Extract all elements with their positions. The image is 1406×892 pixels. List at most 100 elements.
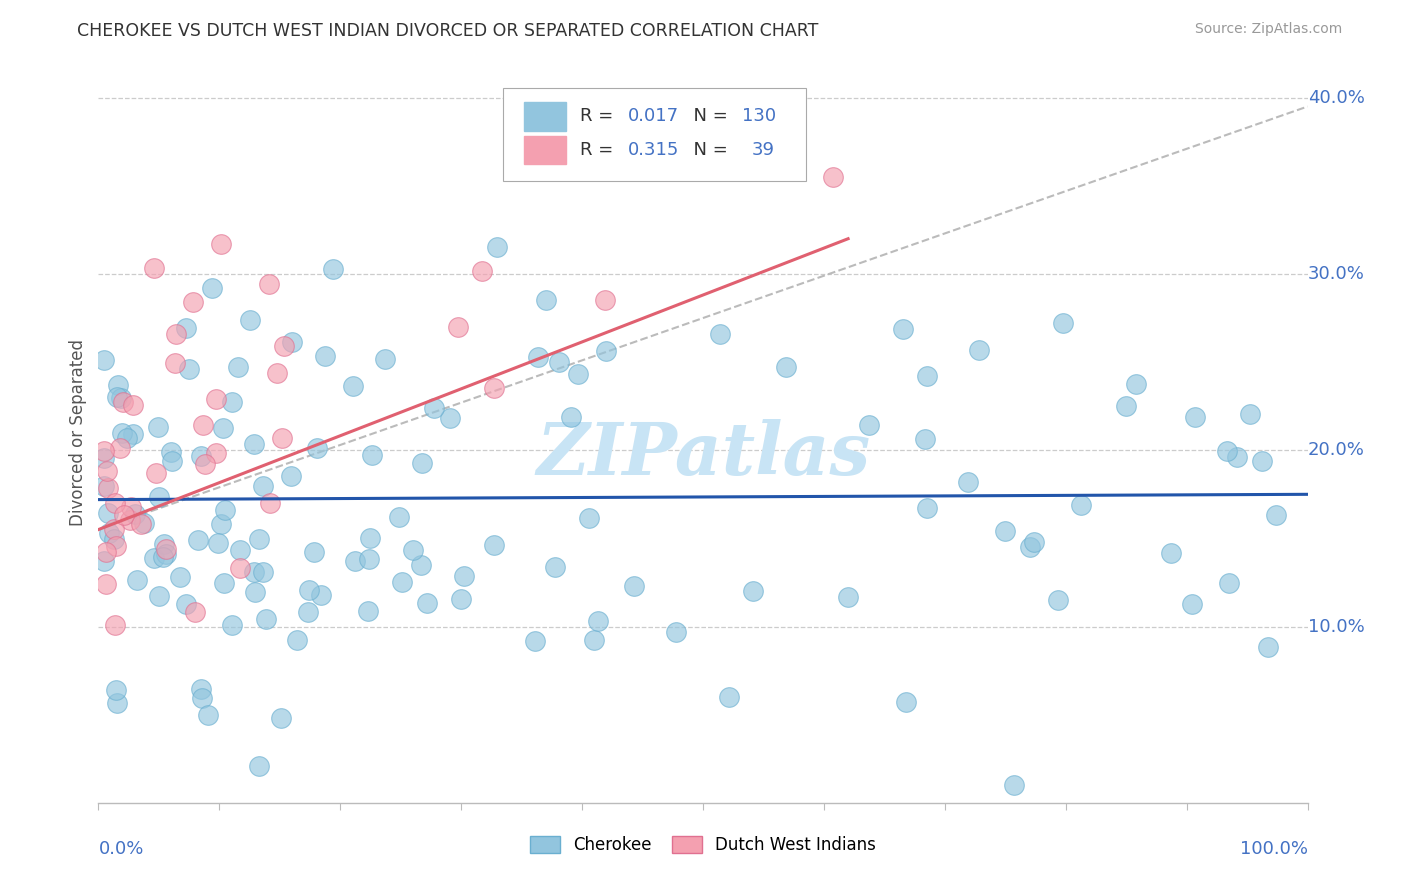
Point	[93, 352, 115, 367]
Text: ZIPatlas: ZIPatlas	[536, 419, 870, 491]
Text: 40.0%: 40.0%	[1308, 88, 1364, 107]
Text: N =: N =	[682, 141, 734, 159]
Text: 130: 130	[742, 108, 776, 126]
Text: R =: R =	[579, 141, 619, 159]
Point	[273, 339, 295, 353]
Point	[165, 327, 187, 342]
Point	[821, 170, 844, 185]
Point	[105, 696, 128, 710]
Point	[239, 313, 262, 327]
Legend: Cherokee, Dutch West Indians: Cherokee, Dutch West Indians	[530, 836, 876, 854]
Point	[361, 448, 384, 462]
Point	[93, 478, 115, 492]
Point	[304, 544, 326, 558]
Point	[1250, 453, 1272, 467]
Point	[297, 582, 319, 597]
Point	[956, 475, 979, 489]
Point	[190, 681, 212, 696]
Point	[187, 533, 209, 548]
Y-axis label: Divorced or Separated: Divorced or Separated	[69, 339, 87, 526]
Point	[118, 513, 141, 527]
Text: Source: ZipAtlas.com: Source: ZipAtlas.com	[1195, 22, 1343, 37]
Point	[181, 295, 204, 310]
Point	[179, 362, 201, 376]
Point	[159, 445, 181, 459]
Point	[194, 457, 217, 471]
Point	[266, 367, 288, 381]
Point	[486, 240, 509, 254]
Point	[718, 690, 741, 704]
Point	[247, 532, 270, 546]
Point	[201, 281, 224, 295]
Point	[148, 491, 170, 505]
Point	[623, 578, 645, 592]
Point	[243, 584, 266, 599]
Point	[197, 708, 219, 723]
Point	[1184, 410, 1206, 425]
Point	[93, 451, 115, 466]
Point	[709, 326, 731, 341]
Point	[593, 293, 616, 307]
Point	[447, 320, 470, 334]
Point	[1218, 576, 1240, 591]
Point	[1216, 444, 1239, 458]
Point	[411, 457, 433, 471]
Bar	[524, 103, 567, 130]
Point	[229, 561, 252, 575]
Text: CHEROKEE VS DUTCH WEST INDIAN DIVORCED OR SEPARATED CORRELATION CHART: CHEROKEE VS DUTCH WEST INDIAN DIVORCED O…	[77, 22, 818, 40]
Point	[450, 592, 472, 607]
Point	[190, 450, 212, 464]
Point	[221, 394, 243, 409]
Point	[534, 293, 557, 308]
Point	[342, 378, 364, 392]
Point	[402, 543, 425, 558]
Point	[775, 359, 797, 374]
Point	[121, 426, 143, 441]
Point	[155, 541, 177, 556]
Point	[560, 410, 582, 425]
Point	[134, 516, 156, 531]
Point	[252, 479, 274, 493]
Point	[184, 606, 207, 620]
Text: 0.315: 0.315	[628, 141, 679, 159]
Text: 0.017: 0.017	[628, 108, 679, 126]
Point	[1160, 546, 1182, 560]
Point	[207, 536, 229, 550]
Point	[221, 618, 243, 632]
Point	[209, 237, 232, 252]
Point	[314, 350, 336, 364]
Point	[1226, 450, 1249, 465]
Point	[243, 437, 266, 451]
Point	[1024, 534, 1046, 549]
Point	[1019, 541, 1042, 555]
Point	[104, 618, 127, 632]
Point	[1046, 593, 1069, 607]
Point	[146, 420, 169, 434]
Point	[1070, 498, 1092, 512]
Point	[174, 321, 197, 335]
Text: 10.0%: 10.0%	[1308, 617, 1364, 635]
Point	[94, 545, 117, 559]
Point	[94, 577, 117, 591]
Point	[152, 550, 174, 565]
Point	[142, 261, 165, 276]
Point	[1115, 399, 1137, 413]
Point	[174, 597, 197, 611]
Point	[243, 565, 266, 579]
Point	[281, 334, 304, 349]
Point	[567, 367, 589, 381]
Point	[252, 566, 274, 580]
Point	[914, 433, 936, 447]
Point	[994, 524, 1017, 539]
Point	[297, 605, 319, 619]
Point	[143, 550, 166, 565]
Point	[209, 517, 232, 532]
Point	[357, 552, 380, 566]
Point	[93, 444, 115, 458]
Point	[471, 264, 494, 278]
Point	[155, 548, 177, 562]
Point	[388, 510, 411, 524]
Point	[548, 355, 571, 369]
Point	[160, 453, 183, 467]
Point	[1052, 316, 1074, 330]
